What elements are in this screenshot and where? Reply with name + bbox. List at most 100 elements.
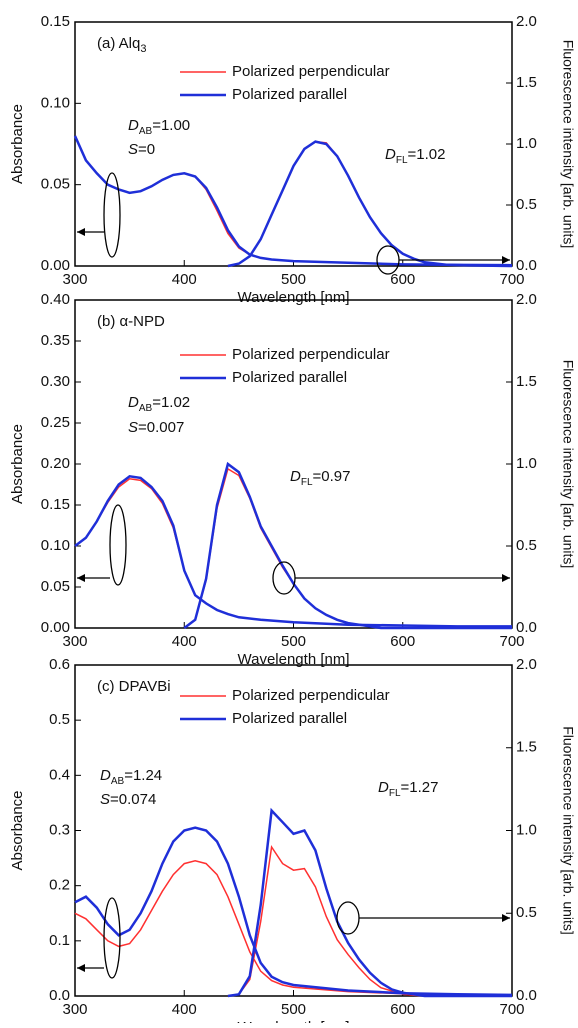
absorbance-line	[74, 474, 512, 628]
y-tick-label: 0.15	[41, 13, 70, 30]
y-tick-label: 0.4	[49, 766, 70, 783]
x-tick-label: 600	[390, 633, 415, 650]
y-axis-label: Absorbance	[9, 424, 26, 504]
y-tick-label: 0.2	[49, 877, 70, 894]
annotation-value: =0.007	[138, 419, 184, 436]
y2-tick-label: 2.0	[516, 656, 537, 673]
annotation: DFL=0.97	[290, 468, 350, 488]
legend-label: Polarized perpendicular	[232, 346, 390, 363]
absorbance-line	[74, 860, 512, 996]
y-tick-label: 0.1	[49, 932, 70, 949]
x-tick-label: 500	[281, 1001, 306, 1018]
y-tick-label: 0.00	[41, 619, 70, 636]
annotation-symbol: D	[378, 779, 389, 796]
legend-label: Polarized parallel	[232, 710, 347, 727]
y2-tick-label: 1.5	[516, 373, 537, 390]
annotation-value: =1.00	[152, 117, 190, 134]
fluorescence-line	[227, 140, 513, 268]
y-tick-label: 0.10	[41, 94, 70, 111]
arrow-head	[77, 964, 85, 972]
title-subscript: 3	[140, 43, 146, 55]
y-tick-label: 0.25	[41, 414, 70, 431]
axis-ellipse	[336, 901, 360, 935]
annotation-subscript: FL	[301, 477, 313, 488]
x-tick-label: 700	[499, 1001, 524, 1018]
absorbance-line	[74, 826, 513, 997]
panel-title: (b) α-NPD	[97, 313, 165, 330]
axis-ellipse	[103, 897, 121, 979]
x-tick-label: 300	[62, 633, 87, 650]
annotation-subscript: FL	[396, 155, 408, 166]
y-axis-label: Absorbance	[9, 790, 26, 870]
annotation: DFL=1.02	[385, 146, 445, 166]
x-axis-label: Wavelength [nm]	[238, 651, 350, 668]
y2-tick-label: 0.0	[516, 619, 537, 636]
arrow-head	[502, 914, 510, 922]
y-tick-label: 0.05	[41, 176, 70, 193]
annotation-symbol: D	[128, 117, 139, 134]
y-axis-label: Absorbance	[9, 104, 26, 184]
annotation-value: =1.24	[124, 767, 162, 784]
fluorescence-line	[227, 807, 512, 998]
arrow-head	[502, 574, 510, 582]
annotation-value: =1.27	[401, 779, 439, 796]
y-tick-label: 0.5	[49, 711, 70, 728]
annotation-value: =0	[138, 141, 155, 158]
annotation-value: =0.074	[110, 791, 156, 808]
y-tick-label: 0.0	[49, 987, 70, 1004]
x-axis-label: Wavelength [nm]	[238, 289, 350, 306]
y-tick-label: 0.20	[41, 455, 70, 472]
y-tick-label: 0.40	[41, 291, 70, 308]
y-tick-label: 0.05	[41, 578, 70, 595]
panel-title: (a) Alq3	[97, 35, 146, 55]
legend-label: Polarized perpendicular	[232, 63, 390, 80]
x-tick-label: 700	[499, 271, 524, 288]
annotation-value: =0.97	[313, 468, 351, 485]
annotation-subscript: AB	[139, 403, 153, 414]
y2-tick-label: 2.0	[516, 291, 537, 308]
x-axis-label: Wavelength [nm]	[238, 1019, 350, 1023]
annotation-value: =1.02	[152, 394, 190, 411]
annotation-subscript: FL	[389, 788, 401, 799]
y-tick-label: 0.15	[41, 496, 70, 513]
annotation: DAB=1.00	[128, 117, 190, 137]
x-tick-label: 600	[390, 271, 415, 288]
annotation: S=0.007	[128, 419, 184, 436]
y-tick-label: 0.00	[41, 257, 70, 274]
y2-axis-label: Fluorescence intensity [arb. units]	[560, 726, 576, 935]
y2-tick-label: 0.5	[516, 537, 537, 554]
axis-ellipse	[376, 245, 400, 275]
annotation-symbol: D	[128, 394, 139, 411]
y2-tick-label: 0.5	[516, 904, 537, 921]
annotation-subscript: AB	[111, 776, 125, 787]
y2-tick-label: 1.5	[516, 74, 537, 91]
annotation: DAB=1.02	[128, 394, 190, 414]
y2-tick-label: 2.0	[516, 13, 537, 30]
annotation: S=0	[128, 141, 155, 158]
y2-tick-label: 1.0	[516, 455, 537, 472]
annotation-symbol: S	[128, 141, 138, 158]
y2-tick-label: 0.0	[516, 257, 537, 274]
y2-tick-label: 0.0	[516, 987, 537, 1004]
y-tick-label: 0.10	[41, 537, 70, 554]
fluorescence-line	[183, 461, 512, 630]
fluorescence-line	[227, 140, 513, 267]
arrow-head	[77, 574, 85, 582]
x-tick-label: 400	[172, 1001, 197, 1018]
title-text: (a) Alq	[97, 35, 140, 52]
annotation: DAB=1.24	[100, 767, 162, 787]
x-tick-label: 600	[390, 1001, 415, 1018]
x-tick-label: 300	[62, 1001, 87, 1018]
y2-tick-label: 1.0	[516, 135, 537, 152]
x-tick-label: 400	[172, 271, 197, 288]
annotation: S=0.074	[100, 791, 156, 808]
fluorescence-line	[183, 467, 512, 629]
y-tick-label: 0.3	[49, 821, 70, 838]
legend-label: Polarized perpendicular	[232, 687, 390, 704]
panel-title: (c) DPAVBi	[97, 678, 171, 695]
legend-label: Polarized parallel	[232, 86, 347, 103]
arrow-head	[77, 228, 85, 236]
x-tick-label: 400	[172, 633, 197, 650]
annotation-symbol: D	[100, 767, 111, 784]
annotation-symbol: S	[128, 419, 138, 436]
